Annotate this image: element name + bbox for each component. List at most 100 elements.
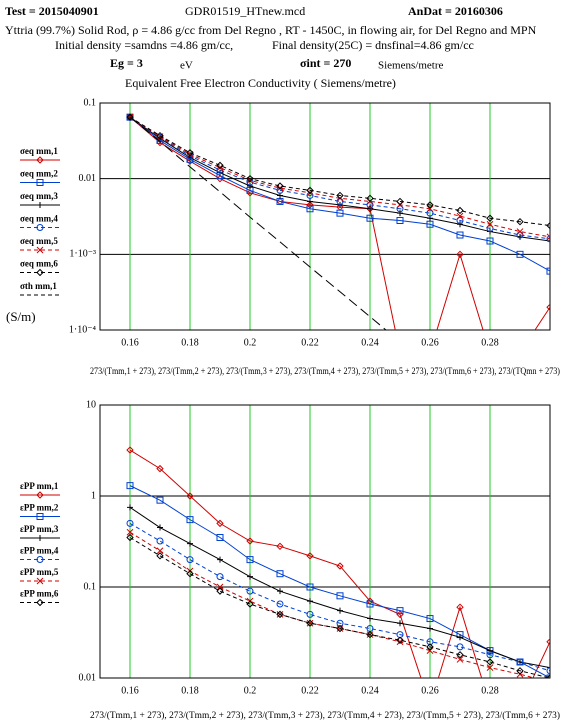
plot-area [100,103,550,330]
marker [36,577,44,585]
marker [486,220,494,228]
y-tick-label: 0.1 [84,581,97,592]
marker [246,556,254,564]
analysis-date: AnDat = 20160306 [408,4,503,18]
marker [126,446,134,454]
marker [126,519,134,527]
marker [36,268,44,277]
marker [517,350,523,356]
marker [186,556,194,564]
marker [456,216,464,224]
marker [456,643,464,651]
marker [427,350,433,356]
marker [126,482,134,490]
marker [456,656,464,663]
marker [487,647,493,654]
marker [36,491,44,499]
x-tick-label: 0.28 [481,337,499,348]
marker [276,570,284,578]
marker [36,179,44,186]
marker [336,624,344,633]
plot-frame [99,102,551,331]
marker [546,638,550,646]
marker [456,603,464,611]
marker [246,189,254,197]
x-tick-label: 0.26 [421,337,439,348]
marker [306,201,314,209]
marker [546,235,550,243]
series-line [129,116,550,227]
marker [396,205,404,213]
marker [157,524,163,531]
marker [36,556,44,563]
marker [276,182,284,190]
marker [517,702,523,708]
plot-frame [99,404,551,679]
series-line [129,116,550,240]
marker [276,186,284,194]
marker [546,667,550,675]
marker [546,303,550,311]
marker [486,664,494,671]
x-axis-label: 273/(Tmm,1 + 273), 273/(Tmm,2 + 273), 27… [90,710,560,720]
marker [306,552,314,560]
marker [156,496,164,504]
marker [397,350,403,356]
series-line [129,537,550,678]
band-gap: Eg = 3 [110,56,143,70]
marker [487,702,493,708]
marker [216,573,224,581]
legend-label: εPP mm,6 [20,589,59,599]
marker [516,658,524,666]
x-tick-label: 0.16 [121,337,139,348]
marker [276,610,284,619]
marker [307,598,313,605]
legend-label: εPP mm,5 [20,567,59,577]
marker [426,643,434,651]
y-tick-label: 0.01 [79,672,97,683]
marker [337,607,343,614]
marker [366,600,374,608]
marker [246,600,254,608]
marker [36,156,44,164]
series-line [129,116,387,330]
marker [127,504,133,511]
marker [547,664,550,671]
marker [186,149,194,157]
marker [427,625,433,632]
x-tick-label: 0.22 [301,685,319,696]
legend-label: εPP mm,4 [20,546,59,556]
marker [186,569,194,578]
marker [216,164,224,171]
marker [456,250,464,259]
x-tick-label: 0.2 [244,685,257,696]
marker [306,619,314,627]
chart-title: Equivalent Free Electron Conductivity ( … [125,76,396,90]
marker [426,638,434,646]
marker [306,610,314,618]
legend-label: σeq mm,5 [20,236,58,246]
marker [216,519,224,528]
marker [307,198,313,205]
marker [216,533,224,541]
marker [126,528,134,536]
plot-area [100,405,550,678]
marker [187,540,193,547]
marker [247,573,253,580]
marker [277,588,283,595]
y-tick-label: 10 [86,399,96,410]
marker [336,592,344,600]
marker [426,209,434,217]
marker [516,667,524,675]
marker [366,194,374,203]
marker [487,350,493,356]
marker [456,231,464,239]
legend-label: εPP mm,1 [20,481,59,491]
legend-label: εPP mm,2 [20,503,59,513]
marker [427,702,433,708]
x-tick-label: 0.28 [481,685,499,696]
plot-series [126,113,550,356]
legend-label: εPP mm,3 [20,524,59,534]
marker [336,619,344,627]
marker [36,513,44,520]
